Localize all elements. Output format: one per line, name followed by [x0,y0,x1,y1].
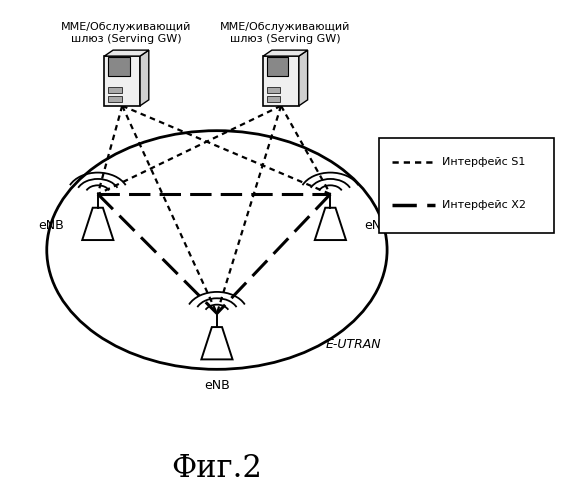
Text: ММЕ/Обслуживающий
шлюз (Serving GW): ММЕ/Обслуживающий шлюз (Serving GW) [220,22,350,44]
FancyBboxPatch shape [104,56,140,106]
Polygon shape [104,50,149,56]
Polygon shape [263,50,308,56]
Text: Интерфейс S1: Интерфейс S1 [442,158,526,168]
Polygon shape [315,208,346,240]
FancyBboxPatch shape [267,87,280,93]
Polygon shape [82,208,113,240]
Text: eNB: eNB [38,218,64,232]
Text: eNB: eNB [204,380,230,392]
FancyBboxPatch shape [108,96,121,102]
Text: Интерфейс X2: Интерфейс X2 [442,200,526,210]
Polygon shape [140,50,149,106]
FancyBboxPatch shape [267,96,280,102]
FancyBboxPatch shape [378,138,555,232]
Polygon shape [201,327,233,360]
Text: Фиг.2: Фиг.2 [172,452,262,484]
FancyBboxPatch shape [263,56,299,106]
FancyBboxPatch shape [108,87,121,93]
FancyBboxPatch shape [267,57,288,76]
Text: E-UTRAN: E-UTRAN [325,338,381,351]
Text: eNB: eNB [364,218,390,232]
Text: ММЕ/Обслуживающий
шлюз (Serving GW): ММЕ/Обслуживающий шлюз (Serving GW) [61,22,192,44]
FancyBboxPatch shape [108,57,129,76]
Polygon shape [299,50,308,106]
